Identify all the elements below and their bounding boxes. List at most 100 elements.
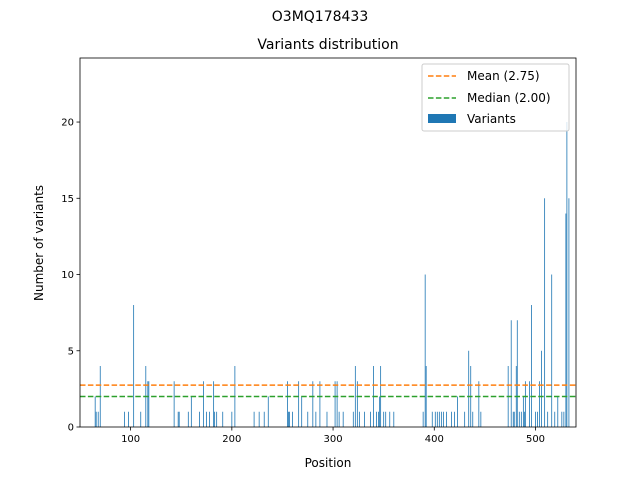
variant-bar bbox=[334, 381, 336, 427]
variant-bar bbox=[216, 411, 218, 427]
variant-bar bbox=[457, 396, 458, 427]
x-tick-label: 200 bbox=[222, 434, 241, 445]
variant-bar bbox=[518, 411, 520, 427]
variant-bar bbox=[133, 305, 135, 427]
variant-bar bbox=[440, 411, 442, 427]
variant-bar bbox=[561, 411, 563, 427]
variant-bar bbox=[512, 411, 514, 427]
variant-bar bbox=[557, 396, 559, 427]
variant-bar bbox=[523, 411, 525, 427]
variant-bar bbox=[434, 411, 436, 427]
variant-bar bbox=[544, 198, 546, 427]
variant-bar bbox=[258, 411, 260, 427]
variant-bar bbox=[288, 411, 289, 427]
legend-variants-label: Variants bbox=[467, 112, 516, 126]
variant-bar bbox=[231, 411, 233, 427]
variant-bar bbox=[358, 411, 360, 427]
x-tick-label: 100 bbox=[121, 434, 140, 445]
variant-bar bbox=[513, 411, 515, 427]
variant-bar bbox=[393, 411, 395, 427]
y-tick-label: 20 bbox=[61, 118, 74, 129]
legend-median-label: Median (2.00) bbox=[467, 91, 551, 105]
variant-bar bbox=[356, 381, 358, 427]
y-tick-label: 0 bbox=[68, 423, 74, 434]
variant-bar bbox=[568, 198, 570, 427]
legend-variants-swatch bbox=[428, 114, 456, 123]
variant-bar bbox=[522, 396, 524, 427]
variant-bar bbox=[187, 411, 189, 427]
chart-suptitle: O3MQ178433 bbox=[272, 9, 368, 25]
y-axis-ticks: 0 5 10 15 20 bbox=[61, 118, 80, 434]
variant-bar bbox=[177, 411, 179, 427]
variant-bar bbox=[315, 411, 317, 427]
x-tick-label: 500 bbox=[526, 434, 545, 445]
variant-bar bbox=[128, 411, 129, 427]
variant-bar bbox=[535, 411, 536, 427]
x-axis-ticks: 100 200 300 400 500 bbox=[121, 427, 545, 445]
variant-bar bbox=[95, 411, 97, 427]
legend: Mean (2.75) Median (2.00) Variants bbox=[421, 63, 570, 132]
variant-bar bbox=[140, 411, 142, 427]
variant-bar bbox=[147, 381, 149, 427]
variant-bar bbox=[97, 411, 99, 427]
variant-bar bbox=[287, 381, 288, 427]
variant-bar bbox=[480, 411, 482, 427]
variant-bar bbox=[289, 411, 290, 427]
y-tick-label: 10 bbox=[61, 270, 74, 281]
variant-bar bbox=[307, 411, 309, 427]
variant-bar bbox=[541, 350, 542, 427]
variant-bar bbox=[438, 411, 440, 427]
variant-bar bbox=[178, 411, 180, 427]
variant-bar bbox=[436, 411, 438, 427]
variant-bar bbox=[539, 381, 540, 427]
variant-bar bbox=[510, 320, 512, 427]
variant-bar bbox=[389, 411, 391, 427]
variant-bar bbox=[267, 396, 269, 427]
variant-bar bbox=[442, 411, 444, 427]
variant-bar bbox=[478, 381, 480, 427]
variant-bar bbox=[209, 411, 210, 427]
variant-bar bbox=[451, 411, 452, 427]
variant-bar bbox=[472, 411, 474, 427]
variant-bar bbox=[336, 381, 338, 427]
variant-bar bbox=[364, 411, 365, 427]
variant-bar bbox=[354, 366, 356, 427]
variant-bar bbox=[531, 305, 532, 427]
variant-bar bbox=[222, 411, 224, 427]
variant-bar bbox=[425, 366, 427, 427]
reference-lines bbox=[80, 384, 576, 398]
variant-bar bbox=[422, 411, 424, 427]
variant-bar bbox=[263, 411, 265, 427]
variant-bar bbox=[214, 411, 216, 427]
variant-bar bbox=[206, 411, 207, 427]
variant-bar bbox=[565, 213, 567, 427]
variant-bar bbox=[292, 411, 293, 427]
variant-bar bbox=[199, 411, 200, 427]
variant-bar bbox=[173, 381, 175, 427]
y-tick-label: 5 bbox=[68, 346, 74, 357]
variant-bar bbox=[301, 396, 303, 427]
variant-bar bbox=[529, 381, 530, 427]
variant-bar bbox=[378, 411, 380, 427]
y-axis-label: Number of variants bbox=[32, 185, 46, 301]
variant-bar bbox=[326, 411, 328, 427]
plot-area-frame bbox=[79, 57, 577, 428]
x-tick-label: 300 bbox=[324, 434, 343, 445]
x-tick-label: 400 bbox=[425, 434, 444, 445]
variant-bar bbox=[566, 122, 568, 427]
variant-bar bbox=[551, 274, 553, 427]
y-tick-label: 15 bbox=[61, 194, 74, 205]
x-axis-label: Position bbox=[305, 456, 352, 470]
variant-bar bbox=[253, 411, 255, 427]
variant-bar bbox=[148, 381, 150, 427]
variant-bar bbox=[385, 411, 387, 427]
variant-bar bbox=[424, 274, 426, 427]
variant-bar bbox=[516, 320, 518, 427]
variant-bar bbox=[537, 411, 538, 427]
variant-bar bbox=[203, 381, 204, 427]
variant-bar bbox=[468, 350, 470, 427]
variant-bar bbox=[94, 396, 96, 427]
variant-bar bbox=[312, 381, 314, 427]
bar-series bbox=[94, 122, 570, 427]
